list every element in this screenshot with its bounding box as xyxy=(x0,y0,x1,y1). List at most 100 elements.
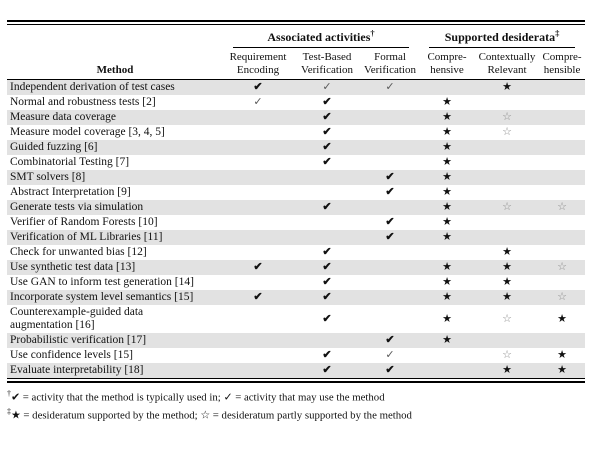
mark-cell: ✔ xyxy=(385,334,395,346)
mark-cell: ✔ xyxy=(322,141,332,153)
table-row: Guided fuzzing [6] ✔ ★ xyxy=(7,140,586,155)
method-cell: Counterexample-guided data augmentation … xyxy=(10,306,144,331)
table-row: Measure data coverage ✔ ★ ☆ xyxy=(7,110,586,125)
mark-cell: ★ xyxy=(442,111,452,123)
mark-cell xyxy=(223,110,293,125)
mark-cell xyxy=(539,185,585,200)
mark-cell xyxy=(419,245,475,260)
mark-cell: ✓ xyxy=(385,81,395,93)
table-row: Incorporate system level semantics [15] … xyxy=(7,290,586,305)
method-cell: Measure model coverage [3, 4, 5] xyxy=(10,126,165,138)
mark-cell xyxy=(223,245,293,260)
table-row: Probabilistic verification [17] ✔ ★ xyxy=(7,333,586,348)
mark-cell: ✔ xyxy=(385,231,395,243)
group-header-spacer xyxy=(7,25,223,48)
table-row: Use GAN to inform test generation [14] ✔… xyxy=(7,275,585,290)
mark-cell xyxy=(223,125,293,140)
footnote-text: ★ = desideratum supported by the method;… xyxy=(11,409,412,422)
mark-cell xyxy=(539,215,585,230)
mark-cell: ★ xyxy=(442,334,452,346)
methods-table: Associated activities† Supported desider… xyxy=(7,25,586,378)
mark-cell: ✔ xyxy=(322,349,332,361)
mark-cell: ☆ xyxy=(502,201,512,213)
mark-cell: ✔ xyxy=(385,171,395,183)
mark-cell xyxy=(419,363,475,378)
mark-cell xyxy=(223,185,293,200)
group-header-supported-desiderata: Supported desiderata‡ xyxy=(419,25,585,48)
group-header-associated-activities: Associated activities† xyxy=(223,25,419,48)
mark-cell xyxy=(419,80,475,96)
column-header-formal-verification: Formal Verification xyxy=(361,48,420,80)
mark-cell: ✔ xyxy=(322,312,332,325)
mark-cell: ★ xyxy=(442,231,452,243)
mark-cell: ★ xyxy=(442,141,452,153)
mark-cell: ✔ xyxy=(322,156,332,168)
mark-cell xyxy=(223,333,293,348)
mark-cell xyxy=(361,140,419,155)
method-cell: Normal and robustness tests [2] xyxy=(10,96,156,108)
mark-cell: ★ xyxy=(442,261,452,273)
mark-cell: ★ xyxy=(557,312,567,325)
mark-cell xyxy=(539,155,585,170)
column-header-requirement-encoding: Requirement Encoding xyxy=(223,48,293,80)
mark-cell xyxy=(223,230,293,245)
method-cell: Guided fuzzing [6] xyxy=(10,141,98,153)
mark-cell xyxy=(361,200,419,215)
mark-cell xyxy=(475,155,539,170)
table-row: Abstract Interpretation [9] ✔ ★ xyxy=(7,185,585,200)
mark-cell: ★ xyxy=(442,171,452,183)
mark-cell xyxy=(361,95,419,110)
table-row: Use confidence levels [15] ✔ ✓ ☆ ★ xyxy=(7,348,585,363)
column-header-row: Method Requirement Encoding Test-Based V… xyxy=(7,48,586,80)
mark-cell: ★ xyxy=(502,261,512,273)
mark-cell xyxy=(361,155,419,170)
method-cell: Combinatorial Testing [7] xyxy=(10,156,130,168)
mark-cell: ★ xyxy=(502,364,512,376)
method-cell: Verification of ML Libraries [11] xyxy=(10,231,163,243)
mark-cell: ✔ xyxy=(322,201,332,213)
mark-cell xyxy=(475,333,539,348)
footnote-marker: ‡ xyxy=(7,406,11,416)
mark-cell: ★ xyxy=(442,126,452,138)
mark-cell: ★ xyxy=(442,96,452,108)
mark-cell xyxy=(293,170,361,185)
mark-cell: ✓ xyxy=(322,81,332,93)
table-row: Verification of ML Libraries [11] ✔ ★ xyxy=(7,230,586,245)
mark-cell: ✔ xyxy=(322,261,332,273)
footnote-desiderata: ‡★ = desideratum supported by the method… xyxy=(7,405,585,423)
method-cell: Abstract Interpretation [9] xyxy=(10,186,131,198)
mark-cell xyxy=(539,125,585,140)
mark-cell xyxy=(361,245,419,260)
table-row: Use synthetic test data [13] ✔ ✔ ★ ★ ☆ xyxy=(7,260,586,275)
mark-cell: ★ xyxy=(502,291,512,303)
table-row: Combinatorial Testing [7] ✔ ★ xyxy=(7,155,585,170)
mark-cell: ☆ xyxy=(557,261,567,273)
mark-cell xyxy=(361,275,419,290)
mark-cell: ☆ xyxy=(502,312,512,325)
mark-cell: ★ xyxy=(442,276,452,288)
mark-cell xyxy=(223,348,293,363)
group-header-row: Associated activities† Supported desider… xyxy=(7,25,585,48)
group-header-label: Supported desiderata‡ xyxy=(429,25,576,48)
mark-cell xyxy=(223,200,293,215)
method-cell: SMT solvers [8] xyxy=(10,171,86,183)
column-header-comprehensive: Compre- hensive xyxy=(419,48,476,80)
table-bottom-rule xyxy=(7,378,585,383)
mark-cell: ★ xyxy=(442,291,452,303)
method-cell: Measure data coverage xyxy=(10,111,116,123)
mark-cell xyxy=(223,140,293,155)
mark-cell xyxy=(223,215,293,230)
mark-cell xyxy=(475,230,539,245)
mark-cell xyxy=(223,363,293,378)
mark-cell xyxy=(475,185,539,200)
mark-cell: ✔ xyxy=(322,276,332,288)
mark-cell xyxy=(361,125,419,140)
mark-cell xyxy=(539,275,585,290)
mark-cell: ☆ xyxy=(502,349,512,361)
mark-cell xyxy=(293,333,361,348)
dagger-marker: † xyxy=(370,28,375,38)
mark-cell: ★ xyxy=(442,201,452,213)
mark-cell: ✔ xyxy=(253,81,263,93)
mark-cell xyxy=(539,333,585,348)
mark-cell xyxy=(293,230,361,245)
